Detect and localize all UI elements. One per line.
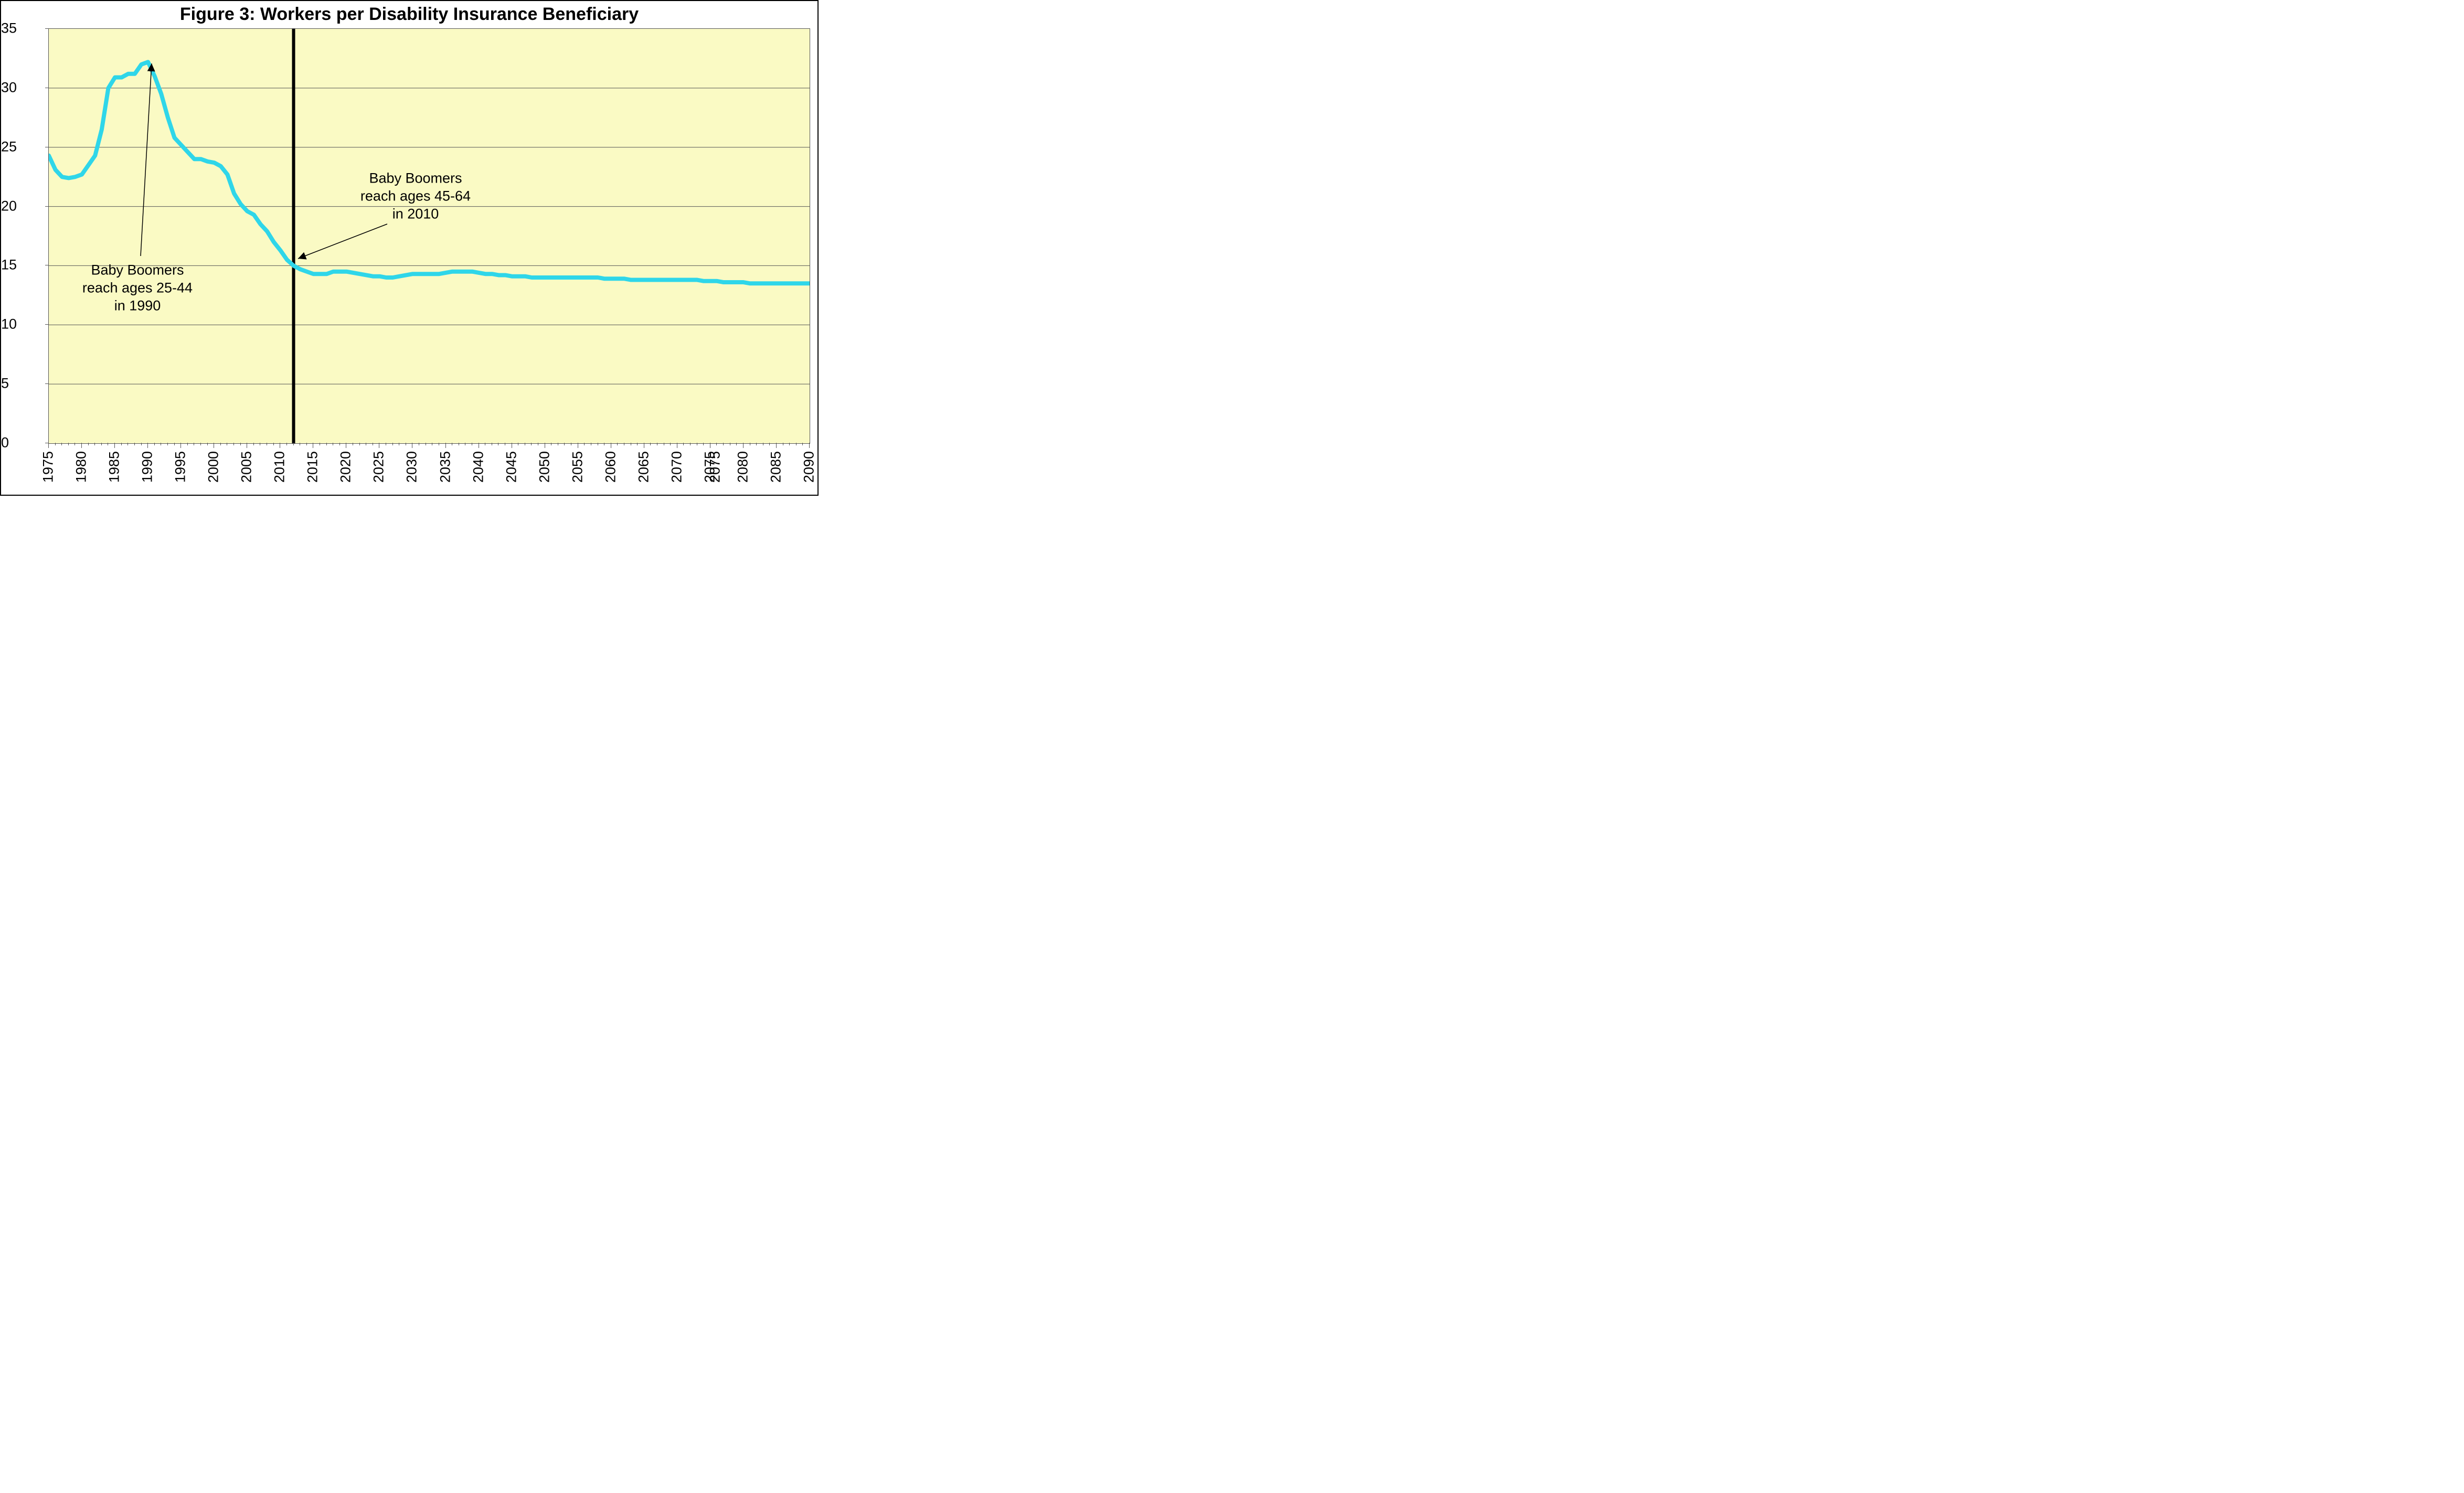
x-tick: [94, 443, 95, 445]
x-tick: [743, 443, 744, 448]
x-tick: [273, 443, 274, 445]
x-tick: [147, 443, 148, 448]
x-tick: [233, 443, 234, 445]
x-tick-label: 2085: [768, 451, 784, 483]
x-tick: [180, 443, 181, 448]
x-tick: [240, 443, 241, 445]
x-tick-label: 2030: [404, 451, 420, 483]
x-tick-label: 2005: [239, 451, 255, 483]
y-tick: [45, 383, 48, 384]
y-tick: [45, 324, 48, 325]
x-tick-label: 2025: [371, 451, 387, 483]
x-tick: [789, 443, 790, 445]
x-tick: [293, 443, 294, 445]
x-tick: [637, 443, 638, 445]
x-tick: [776, 443, 777, 448]
x-tick: [690, 443, 691, 445]
annotation-text: Baby Boomers reach ages 45-64 in 2010: [360, 169, 471, 222]
x-tick-label: 2070: [668, 451, 685, 483]
x-tick: [141, 443, 142, 445]
x-tick: [55, 443, 56, 445]
x-tick: [306, 443, 307, 445]
x-tick: [167, 443, 168, 445]
x-tick-label: 2010: [272, 451, 288, 483]
x-tick: [670, 443, 671, 445]
x-tick: [81, 443, 82, 448]
y-tick-label: 30: [1, 79, 43, 95]
x-tick: [207, 443, 208, 445]
x-tick: [253, 443, 254, 445]
x-tick: [392, 443, 393, 445]
x-tick: [339, 443, 340, 445]
x-tick: [617, 443, 618, 445]
x-tick: [756, 443, 757, 445]
x-tick: [134, 443, 135, 445]
x-tick-label: 1980: [73, 451, 90, 483]
x-tick: [723, 443, 724, 445]
x-tick: [703, 443, 704, 445]
y-tick: [45, 28, 48, 29]
x-tick-label: 2045: [503, 451, 519, 483]
x-tick: [68, 443, 69, 445]
x-tick: [174, 443, 175, 445]
x-tick: [716, 443, 717, 445]
x-tick-label: 1990: [140, 451, 156, 483]
x-tick: [187, 443, 188, 445]
x-tick: [114, 443, 115, 448]
x-tick-label: 2050: [536, 451, 553, 483]
y-tick-label: 0: [1, 435, 43, 451]
y-tick-label: 20: [1, 198, 43, 214]
x-tick: [802, 443, 803, 445]
y-tick-label: 35: [1, 20, 43, 37]
x-tick: [48, 443, 49, 448]
x-tick-label: 2075: [707, 451, 723, 483]
y-tick-label: 25: [1, 138, 43, 155]
figure-container: Figure 3: Workers per Disability Insuran…: [0, 0, 819, 496]
x-tick: [445, 443, 446, 448]
plot-area: [48, 28, 810, 444]
x-tick: [359, 443, 360, 445]
x-tick: [101, 443, 102, 445]
x-tick-label: 1975: [40, 451, 57, 483]
x-tick-label: 2055: [569, 451, 586, 483]
x-tick: [61, 443, 62, 445]
x-tick-label: 2065: [635, 451, 652, 483]
chart-title: Figure 3: Workers per Disability Insuran…: [1, 4, 817, 25]
annotation-text: Baby Boomers reach ages 25-44 in 1990: [82, 261, 193, 314]
x-tick: [286, 443, 287, 445]
x-tick: [769, 443, 770, 445]
x-tick: [736, 443, 737, 445]
x-tick-label: 2000: [206, 451, 222, 483]
x-tick: [531, 443, 532, 445]
x-tick: [809, 443, 810, 448]
x-tick-label: 2035: [437, 451, 453, 483]
x-tick-label: 2080: [735, 451, 751, 483]
x-tick: [121, 443, 122, 445]
y-tick: [45, 206, 48, 207]
x-tick-label: 1995: [173, 451, 189, 483]
x-tick: [683, 443, 684, 445]
x-tick: [200, 443, 201, 445]
x-tick-label: 2015: [305, 451, 321, 483]
x-tick: [220, 443, 221, 445]
y-tick-label: 10: [1, 316, 43, 333]
x-tick-label: 2020: [338, 451, 354, 483]
x-tick: [650, 443, 651, 445]
chart-svg: [49, 29, 810, 443]
x-tick: [584, 443, 585, 445]
x-tick-label: 2060: [602, 451, 619, 483]
x-tick-label: 1985: [107, 451, 123, 483]
y-tick-label: 5: [1, 376, 43, 392]
x-tick-label: 2040: [470, 451, 486, 483]
x-tick: [564, 443, 565, 445]
y-tick-label: 15: [1, 257, 43, 273]
x-tick: [88, 443, 89, 445]
x-tick-label: 2090: [801, 451, 817, 483]
x-tick: [326, 443, 327, 445]
x-tick: [154, 443, 155, 445]
